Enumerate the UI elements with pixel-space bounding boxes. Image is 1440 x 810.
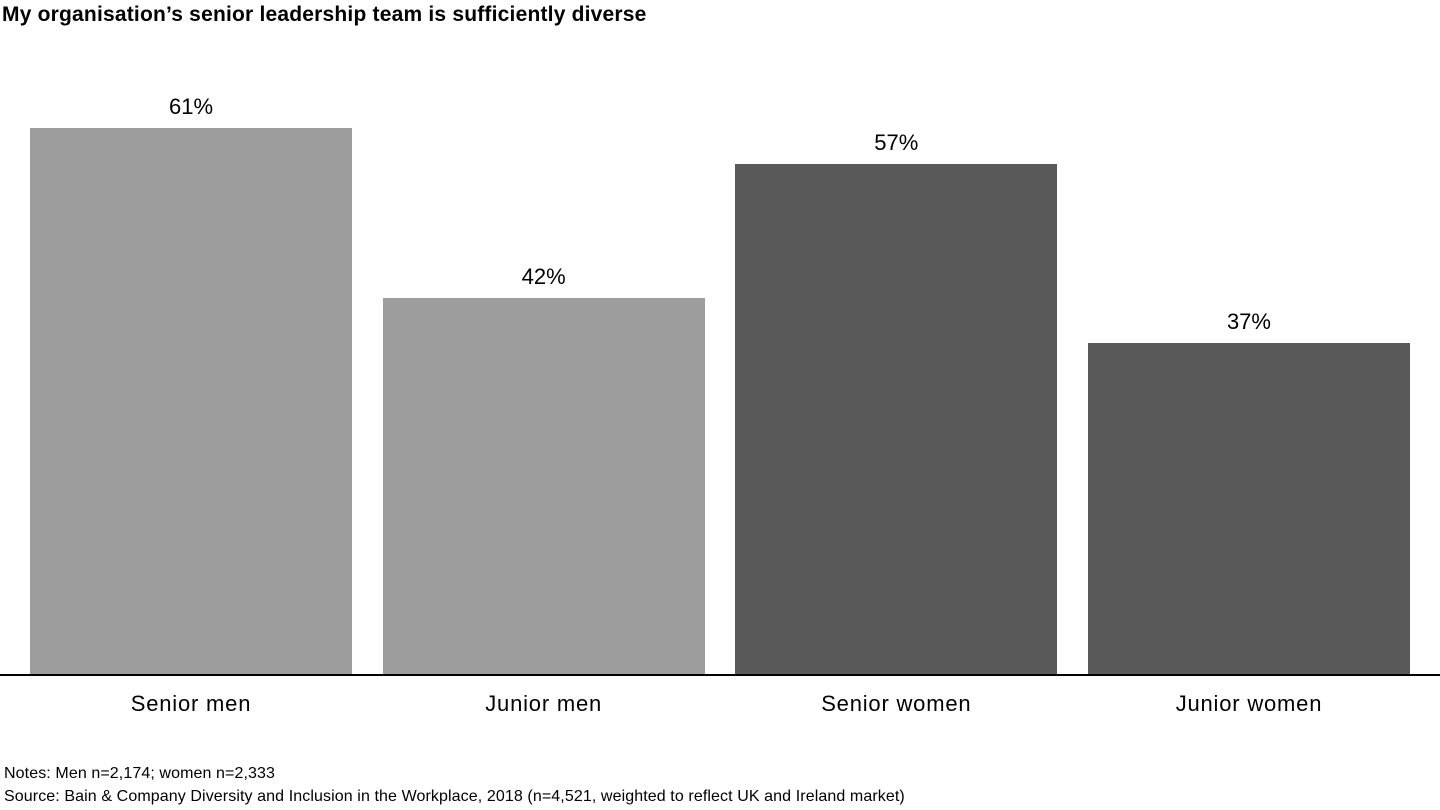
bar-column-junior-men: 42% [382,264,705,674]
category-label-junior-women: Junior women [1175,691,1323,716]
notes-line: Notes: Men n=2,174; women n=2,333 [4,765,276,782]
x-axis-category-labels: Senior men Junior men Senior women Junior w… [30,691,1410,717]
chart-title: My organisation’s senior leadership team… [2,3,647,26]
bar-column-senior-men: 61% [30,94,352,674]
bar-value-label: 42% [521,264,566,289]
source-line: Source: Bain & Company Diversity and Inc… [4,788,905,805]
bar-junior-men [382,298,705,674]
bar-senior-men [30,128,352,674]
bar-value-label: 61% [168,94,214,119]
chart-footnotes: Notes: Men n=2,174; women n=2,333 Source… [4,762,905,808]
plot-area: 61% 42% 57% 37% [30,64,1410,674]
bar-junior-women [1087,343,1410,674]
bar-value-label: 37% [1226,309,1271,334]
bar-column-senior-women: 57% [735,130,1058,674]
bar-value-label: 57% [874,130,919,155]
category-label-senior-women: Senior women [821,691,972,716]
bar-column-junior-women: 37% [1087,309,1410,674]
bar-senior-women [735,164,1058,674]
x-axis-line [0,674,1440,676]
category-label-senior-men: Senior men [130,691,252,716]
category-label-junior-men: Junior men [485,691,603,716]
